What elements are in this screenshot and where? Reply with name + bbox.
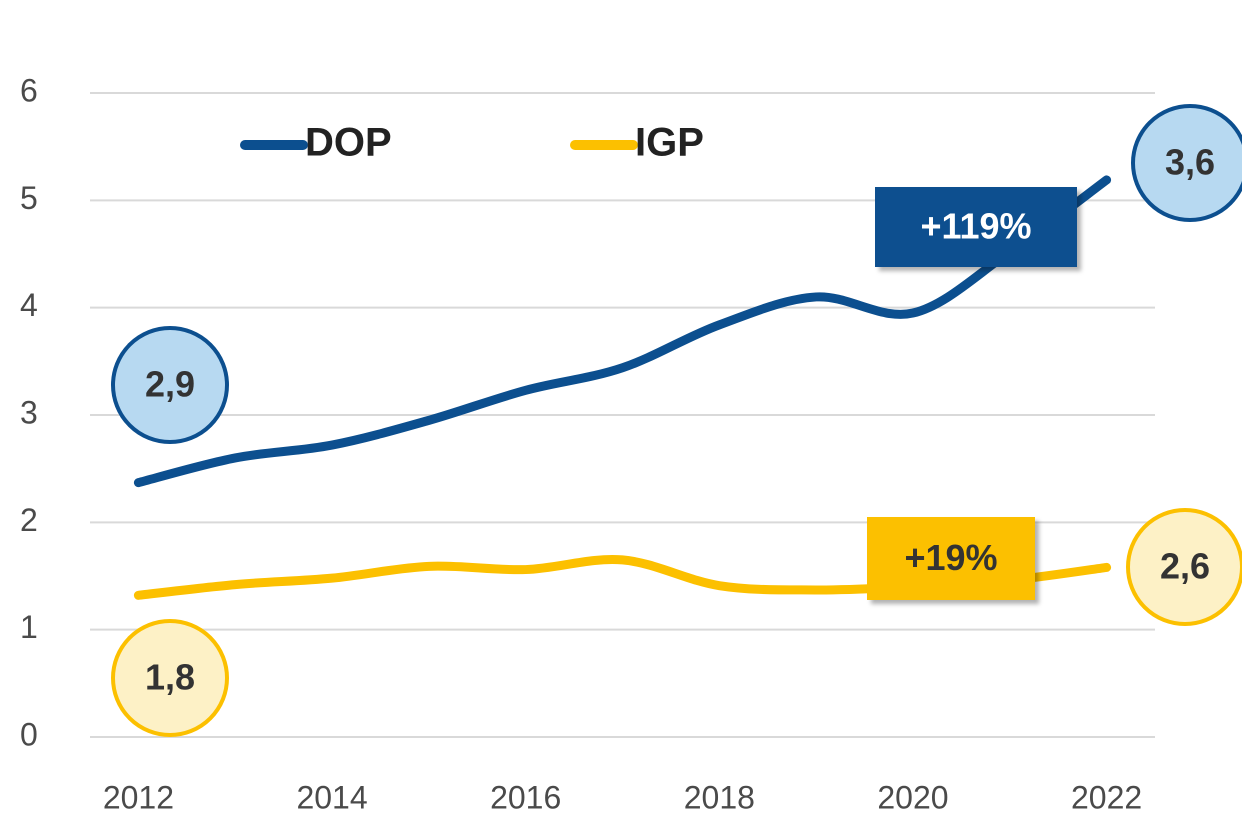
x-tick-label: 2018: [684, 779, 755, 815]
x-tick-label: 2014: [296, 779, 367, 815]
value-badge: [1126, 508, 1242, 626]
value-badge: [1131, 104, 1242, 222]
change-box: [875, 187, 1077, 267]
x-tick-label: 2012: [103, 779, 174, 815]
change-box: [867, 517, 1035, 600]
value-badge-label: 2,6: [1160, 546, 1210, 587]
x-tick-label: 2016: [490, 779, 561, 815]
series-line: [133, 175, 1112, 488]
value-badge-label: 3,6: [1165, 142, 1215, 183]
legend-label: IGP: [635, 121, 704, 165]
y-tick-label: 1: [20, 609, 38, 645]
legend-label: DOP: [305, 121, 392, 165]
value-badge: [111, 619, 229, 737]
y-tick-label: 0: [20, 716, 38, 752]
change-label: +19%: [904, 537, 997, 578]
x-tick-label: 2020: [877, 779, 948, 815]
y-tick-label: 4: [20, 287, 38, 323]
change-label: +119%: [920, 206, 1031, 247]
value-badge-label: 2,9: [145, 364, 195, 405]
y-tick-label: 3: [20, 394, 38, 430]
value-badge-label: 1,8: [145, 657, 195, 698]
y-tick-label: 6: [20, 72, 38, 108]
value-badge: [111, 326, 229, 444]
y-tick-label: 2: [20, 502, 38, 538]
x-tick-label: 2022: [1071, 779, 1142, 815]
y-tick-label: 5: [20, 180, 38, 216]
